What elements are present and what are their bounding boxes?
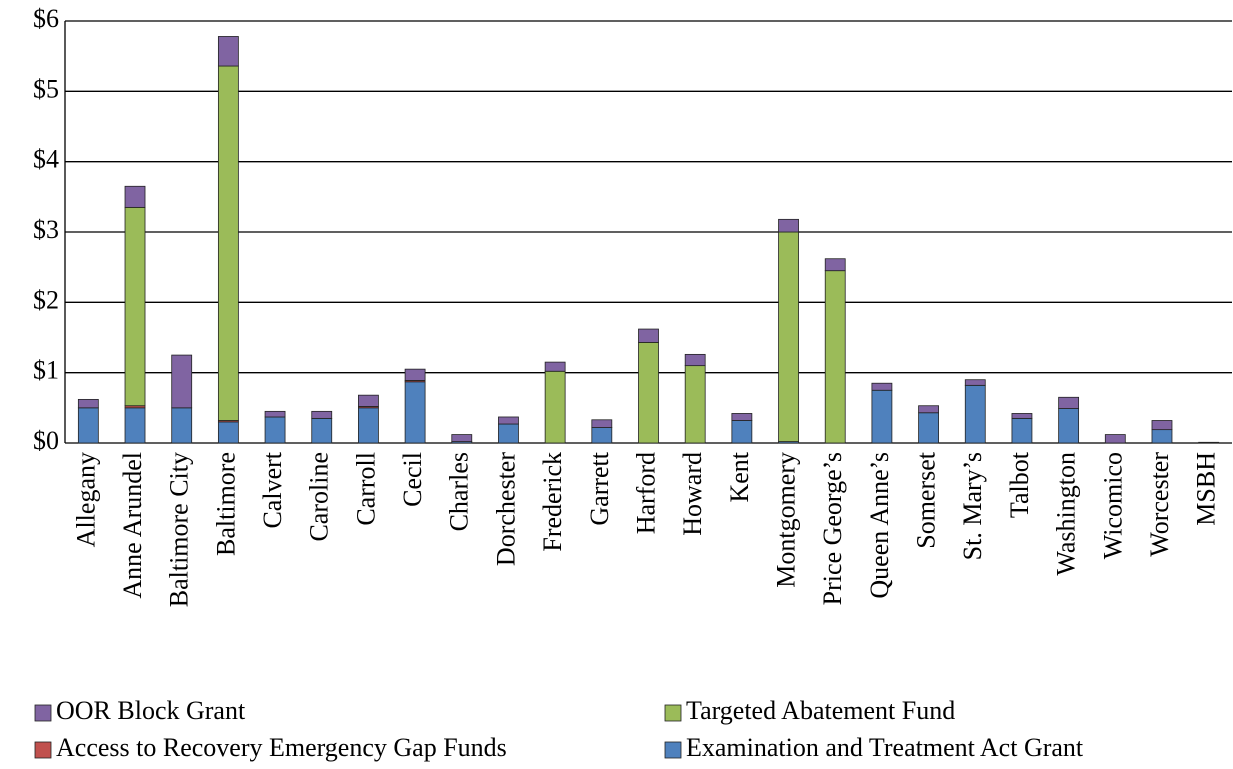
bar-segment — [404, 368, 426, 381]
bar-segment — [124, 206, 146, 407]
y-tick-label: $2 — [33, 285, 59, 314]
x-tick-label: Anne Arundel — [118, 452, 147, 599]
bar-segment — [731, 420, 753, 444]
bar-segment — [918, 405, 939, 414]
bar-segment — [77, 398, 99, 409]
x-tick-label: Caroline — [305, 452, 334, 542]
x-tick-label: Harford — [631, 452, 660, 534]
legend-label: Targeted Abatement Fund — [686, 696, 955, 725]
x-tick-label: Frederick — [538, 452, 567, 552]
bar-segment — [591, 427, 613, 444]
bar-segment — [358, 407, 379, 444]
bar-segment — [544, 370, 566, 444]
x-tick-label: Garrett — [585, 451, 614, 525]
y-tick-label: $5 — [33, 74, 59, 103]
x-tick-label: MSBH — [1192, 452, 1221, 526]
x-tick-label: Wicomico — [1098, 452, 1127, 559]
y-tick-label: $3 — [33, 215, 59, 244]
bar-segment — [918, 412, 939, 444]
x-tick-label: Worcester — [1145, 452, 1174, 557]
bar-segment — [124, 185, 146, 208]
x-tick-label: Baltimore City — [165, 452, 194, 607]
bar-segment — [311, 417, 333, 444]
x-tick-label: Queen Anne’s — [865, 452, 894, 599]
x-tick-label: Charles — [445, 452, 474, 531]
legend-swatch — [664, 741, 682, 759]
bar-segment — [404, 381, 426, 444]
x-tick-label: Baltimore — [211, 452, 240, 556]
bar-segment — [1011, 417, 1033, 444]
x-tick-label: Kent — [725, 451, 754, 502]
x-tick-label: Price George’s — [818, 452, 847, 605]
bar-segment — [638, 328, 659, 343]
bar-segment — [778, 218, 799, 233]
bar-segment — [1104, 434, 1126, 444]
bar-segment — [264, 410, 286, 418]
legend-swatch — [664, 704, 682, 722]
bar-segment — [171, 354, 193, 409]
legend-label: OOR Block Grant — [56, 696, 246, 725]
bar-segment — [1151, 420, 1173, 431]
bar-segment — [264, 416, 286, 444]
bar-segment — [544, 361, 566, 372]
bar-segment — [824, 270, 846, 444]
bar-segment — [217, 421, 239, 444]
x-tick-label: Carroll — [351, 452, 380, 526]
bar-segment — [1151, 429, 1173, 444]
y-tick-label: $0 — [33, 426, 59, 455]
bar-segment — [1058, 408, 1080, 444]
x-tick-label: Cecil — [398, 452, 427, 507]
bar-segment — [217, 36, 239, 67]
x-tick-label: Montgomery — [772, 452, 801, 588]
bar-segment — [358, 394, 379, 407]
legend-label: Access to Recovery Emergency Gap Funds — [56, 733, 507, 762]
x-tick-label: Allegany — [71, 452, 100, 547]
bar-segment — [824, 258, 846, 272]
legend-swatch — [34, 741, 52, 759]
y-tick-label: $6 — [33, 4, 59, 33]
bar-segment — [871, 382, 893, 391]
bar-segment — [498, 416, 519, 425]
bar-segment — [591, 419, 613, 428]
x-tick-label: Howard — [678, 452, 707, 536]
bar-segment — [731, 413, 753, 421]
bar-segment — [311, 410, 333, 419]
bar-segment — [684, 365, 706, 444]
bar-segment — [964, 384, 986, 444]
bar-segment — [964, 379, 986, 386]
bar-segment — [171, 407, 193, 444]
y-tick-label: $1 — [33, 356, 59, 385]
x-tick-label: Talbot — [1005, 451, 1034, 518]
bar-segment — [1198, 441, 1220, 444]
bar-segment — [77, 407, 99, 444]
bar-segment — [871, 389, 893, 444]
bar-segment — [124, 407, 146, 444]
x-tick-label: Somerset — [912, 451, 941, 549]
x-tick-label: Calvert — [258, 451, 287, 528]
bar-segment — [778, 231, 799, 442]
legend-swatch — [34, 704, 52, 722]
bar-segment — [451, 434, 473, 442]
bar-segment — [684, 353, 706, 367]
bar-segment — [638, 342, 659, 444]
bar-segment — [1011, 413, 1033, 419]
legend-label: Examination and Treatment Act Grant — [686, 733, 1084, 762]
x-tick-label: Washington — [1052, 452, 1081, 576]
x-tick-label: St. Mary’s — [958, 452, 987, 560]
x-tick-label: Dorchester — [491, 452, 520, 566]
bar-segment — [217, 65, 239, 421]
bar-segment — [1058, 396, 1080, 409]
bar-segment — [498, 423, 519, 444]
y-tick-label: $4 — [33, 145, 59, 174]
